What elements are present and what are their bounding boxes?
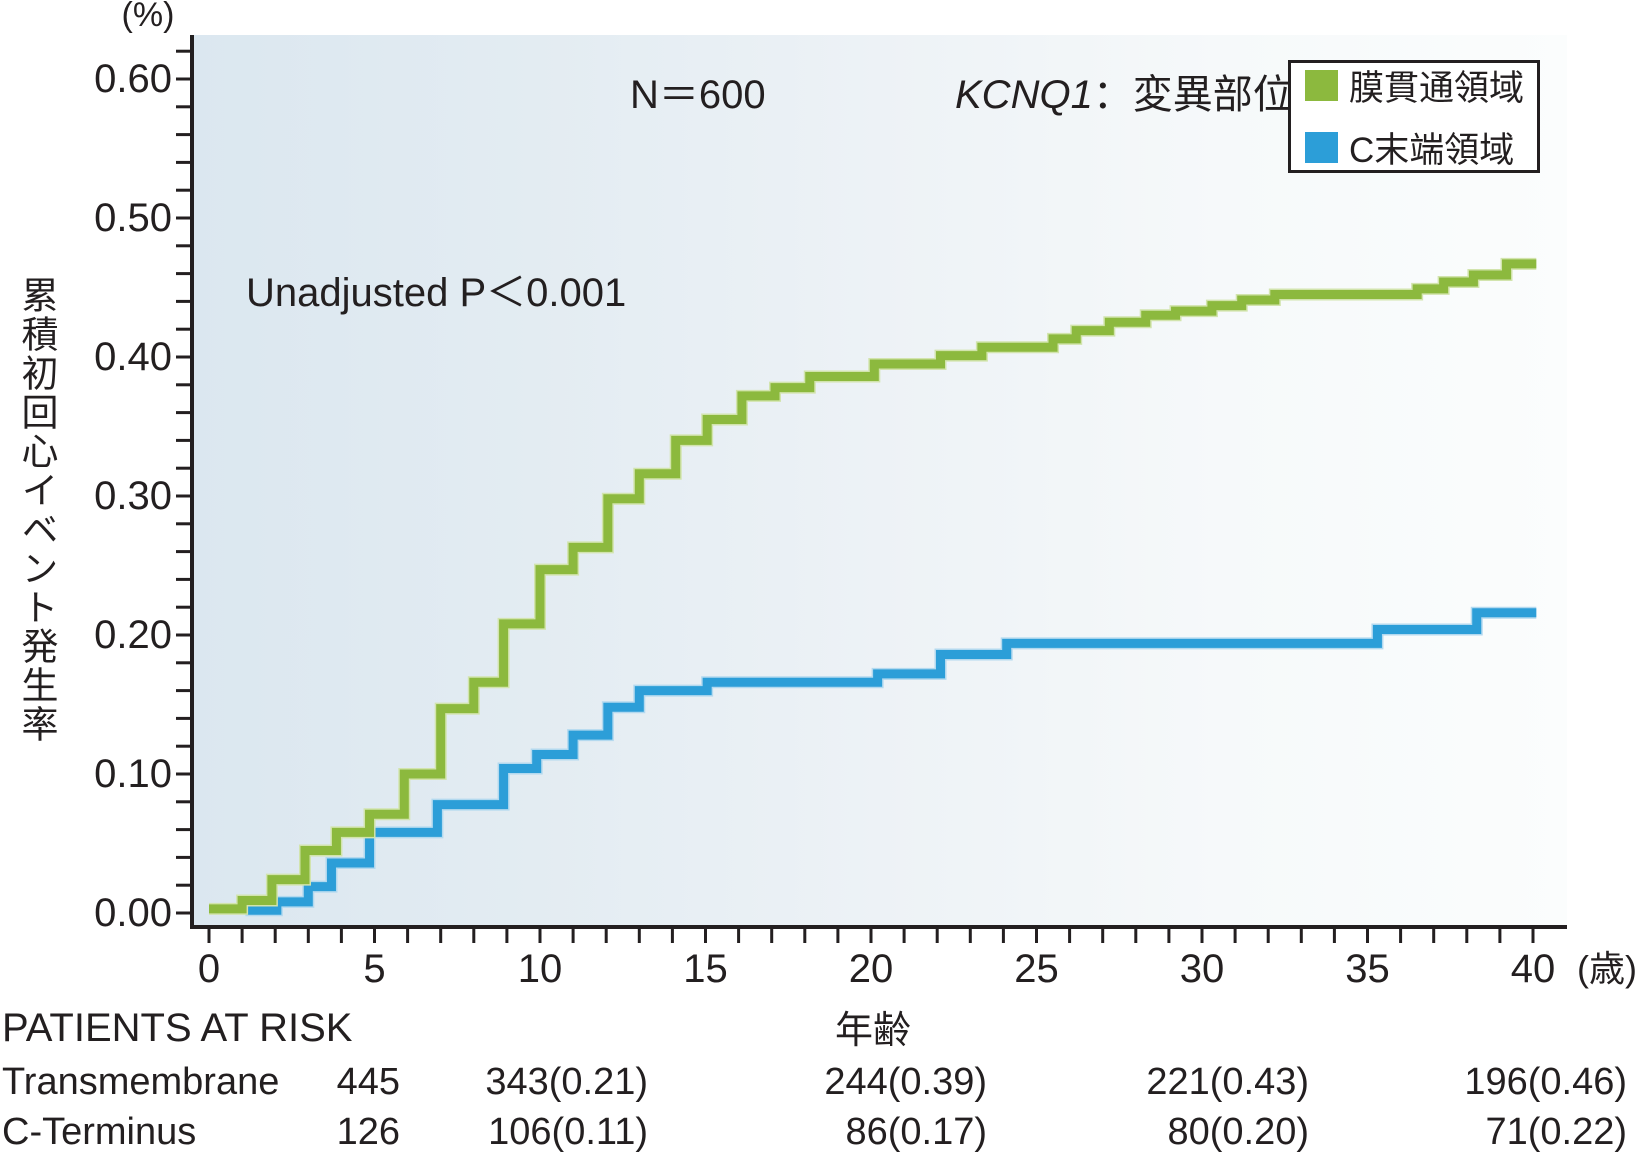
x-axis-line: [190, 925, 1567, 929]
transmembrane-color-swatch: [1305, 70, 1338, 101]
x-tick-label: 20: [848, 947, 894, 991]
y-tick-label: 0.50: [94, 196, 172, 240]
y-tick-label: 0.00: [94, 891, 172, 935]
x-tick-label: 35: [1345, 947, 1390, 991]
y-tick-label: 0.60: [94, 57, 172, 101]
risk-cell: 343(0.21): [485, 1061, 648, 1103]
x-axis-title: 年齢: [834, 1010, 911, 1052]
x-tick-label: 0: [197, 947, 221, 991]
y-tick-label: 0.20: [94, 613, 172, 657]
risk-cell: 126: [336, 1111, 400, 1153]
x-axis-unit: (歳): [1577, 948, 1637, 989]
risk-cell: 106(0.11): [488, 1111, 648, 1153]
legend-item-c-terminus: C末端領域: [1305, 122, 1537, 173]
km-curve-transmembrane: [209, 259, 1537, 914]
km-curve-c-terminus: [245, 608, 1537, 915]
risk-row-label: Transmembrane: [2, 1061, 280, 1103]
y-axis-unit: (%): [121, 0, 175, 34]
risk-cell: 244(0.39): [824, 1061, 987, 1103]
risk-cell: 86(0.17): [845, 1111, 987, 1153]
legend-label: 膜貫通領域: [1349, 69, 1525, 108]
risk-cell: 445: [336, 1061, 400, 1103]
y-axis-title: 累積初回心イベント発生率: [16, 276, 57, 744]
risk-cell: 80(0.20): [1167, 1111, 1309, 1153]
x-tick-label: 30: [1179, 947, 1225, 991]
n-annotation: N＝600: [630, 73, 766, 117]
y-tick-label: 0.40: [94, 335, 172, 379]
x-tick-label: 5: [363, 947, 386, 991]
c-terminus-color-swatch: [1305, 132, 1338, 163]
risk-row-label: C-Terminus: [2, 1111, 197, 1153]
x-tick-label: 40: [1510, 947, 1556, 991]
risk-cell: 196(0.46): [1464, 1061, 1627, 1103]
x-tick-label: 10: [517, 947, 563, 991]
legend: 膜貫通領域 C末端領域: [1288, 60, 1540, 173]
legend-item-transmembrane: 膜貫通領域: [1305, 60, 1537, 111]
x-tick-label: 25: [1014, 947, 1059, 991]
risk-table-title: PATIENTS AT RISK: [2, 1006, 353, 1050]
y-axis-line: [190, 35, 194, 929]
y-tick-label: 0.30: [94, 474, 172, 518]
risk-cell: 221(0.43): [1146, 1061, 1309, 1103]
p-value-annotation: Unadjusted P＜0.001: [246, 271, 627, 315]
gene-name: KCNQ1: [955, 73, 1093, 117]
y-tick-label: 0.10: [94, 752, 172, 796]
x-tick-label: 15: [683, 947, 728, 991]
mutation-site-annotation: KCNQ1：変異部位: [955, 72, 1293, 118]
legend-label: C末端領域: [1349, 131, 1515, 170]
risk-cell: 71(0.22): [1485, 1111, 1627, 1153]
gene-suffix: ：変異部位: [1092, 73, 1293, 117]
